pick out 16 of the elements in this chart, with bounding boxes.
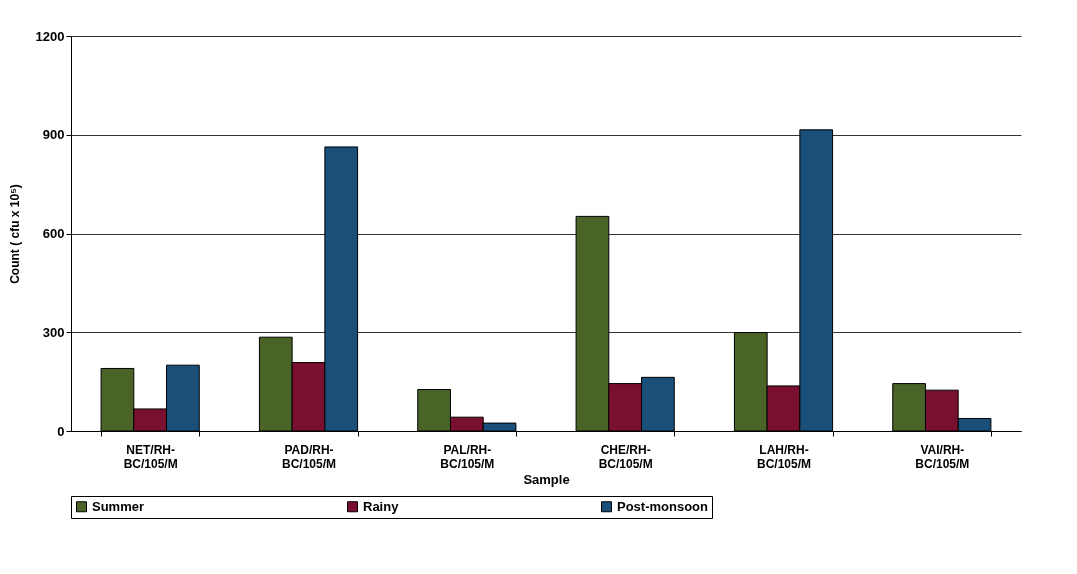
x-tick-label: PAL/RH-BC/105/M <box>440 442 495 471</box>
x-tick-label: NET/RH-BC/105/M <box>123 442 178 471</box>
y-tick-label: 1200 <box>35 28 65 44</box>
y-axis-title: Count ( cfu x 10⁵) <box>7 184 22 284</box>
x-tick-label: VAI/RH-BC/105/M <box>915 442 970 471</box>
x-tick-label: LAH/RH-BC/105/M <box>756 442 812 471</box>
y-tick-label: 300 <box>42 324 65 340</box>
legend-label: Rainy <box>363 498 400 514</box>
legend-label: Post-monsoon <box>617 498 709 514</box>
y-tick-label: 600 <box>42 226 65 241</box>
x-tick-label: CHE/RH-BC/105/M <box>598 442 653 471</box>
legend-label: Summer <box>92 498 145 514</box>
x-tick-label: PAD/RH-BC/105/M <box>281 442 337 471</box>
y-tick-label: 0 <box>57 423 65 439</box>
x-axis-title: Sample <box>523 471 570 487</box>
y-tick-label: 900 <box>42 127 65 143</box>
